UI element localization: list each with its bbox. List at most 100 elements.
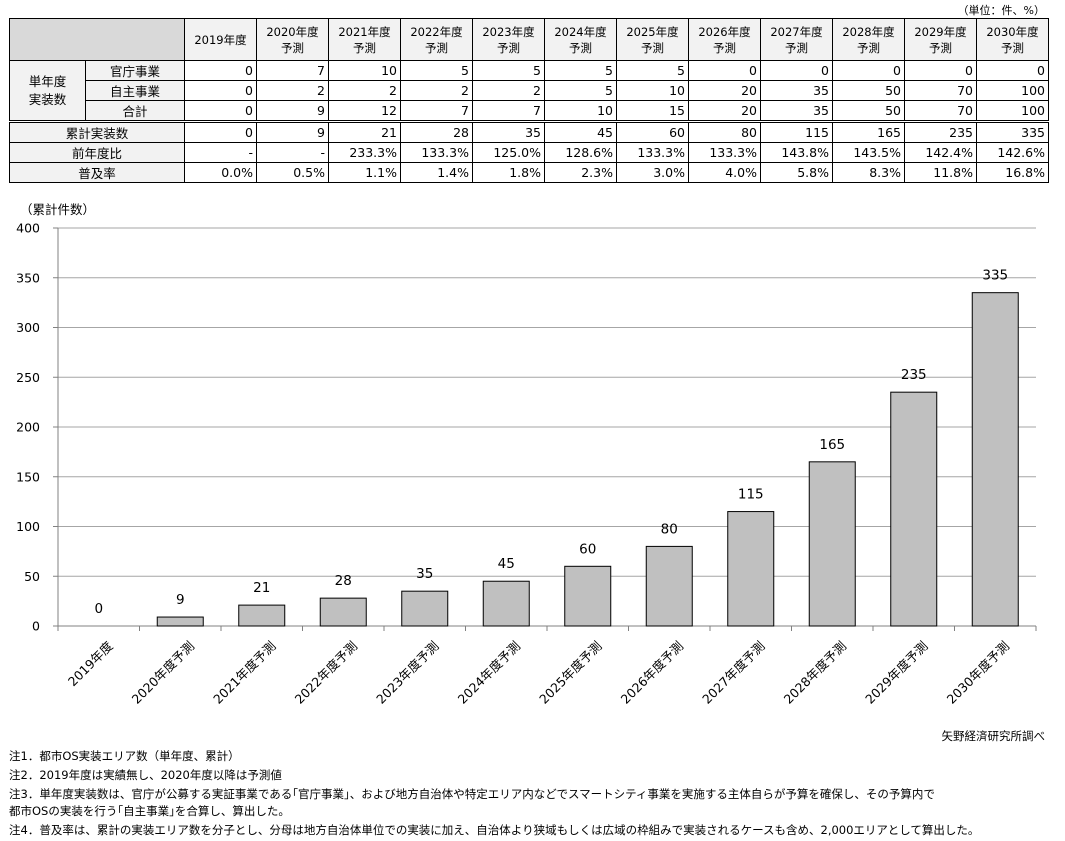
table-row: 累計実装数 0 9 21 28 35 45 60 80 115 165 235 335 xyxy=(9,120,1049,143)
table-cell: 0.5% xyxy=(256,162,329,183)
table-cell: 10 xyxy=(616,80,689,101)
year-header: 2028年度 予測 xyxy=(832,18,905,61)
bar xyxy=(564,565,612,627)
table-cell: 2 xyxy=(328,80,401,101)
table-cell: 4.0% xyxy=(688,162,761,183)
data-label: 0 xyxy=(94,601,103,617)
table-cell: 133.3% xyxy=(688,142,761,163)
y-tick-label: 50 xyxy=(24,569,40,584)
note-line: 注1．都市OS実装エリア数（単年度、累計） xyxy=(9,749,240,763)
year-header: 2022年度 予測 xyxy=(400,18,473,61)
table-cell: 7 xyxy=(256,60,329,81)
year-header: 2025年度 予測 xyxy=(616,18,689,61)
table-cell: 2.3% xyxy=(544,162,617,183)
table-cell: 1.8% xyxy=(472,162,545,183)
table-cell: 5 xyxy=(616,60,689,81)
x-tick-label: 2021年度予測 xyxy=(210,638,278,706)
table-cell: - xyxy=(184,142,257,163)
table-cell: 70 xyxy=(904,80,977,101)
table-cell: 143.5% xyxy=(832,142,905,163)
table-cell: 1.1% xyxy=(328,162,401,183)
table-cell: 5 xyxy=(472,60,545,81)
table-cell: 0 xyxy=(184,100,257,122)
table-cell: 11.8% xyxy=(904,162,977,183)
table-cell: 7 xyxy=(400,100,473,122)
year-header: 2023年度 予測 xyxy=(472,18,545,61)
y-tick-label: 350 xyxy=(16,270,40,285)
table-cell: 125.0% xyxy=(472,142,545,163)
table-cell: 60 xyxy=(616,120,689,143)
table-cell: 21 xyxy=(328,120,401,143)
x-tick-label: 2025年度予測 xyxy=(536,638,604,706)
table-cell: 10 xyxy=(328,60,401,81)
table-cell: 115 xyxy=(760,120,833,143)
x-tick-label: 2029年度予測 xyxy=(862,638,930,706)
table-cell: 16.8% xyxy=(976,162,1049,183)
bar xyxy=(401,590,449,627)
y-tick-label: 0 xyxy=(32,619,40,634)
row-label: 官庁事業 xyxy=(85,60,185,81)
x-tick-label: 2026年度予測 xyxy=(618,638,686,706)
x-tick-label: 2022年度予測 xyxy=(292,638,360,706)
source-credit: 矢野経済研究所調べ xyxy=(941,729,1046,743)
table-cell: 0 xyxy=(184,80,257,101)
table-cell: 0 xyxy=(904,60,977,81)
table-cell: 2 xyxy=(472,80,545,101)
table-cell: 15 xyxy=(616,100,689,122)
y-tick-label: 100 xyxy=(16,519,40,534)
table-cell: 100 xyxy=(976,80,1049,101)
table-cell: 0.0% xyxy=(184,162,257,183)
bar xyxy=(971,292,1019,627)
row-label: 前年度比 xyxy=(9,142,185,163)
table-cell: 142.6% xyxy=(976,142,1049,163)
table-cell: 28 xyxy=(400,120,473,143)
y-tick-label: 200 xyxy=(16,420,40,435)
data-label: 9 xyxy=(176,592,185,608)
row-label: 自主事業 xyxy=(85,80,185,101)
bar xyxy=(156,616,204,627)
table-cell: 233.3% xyxy=(328,142,401,163)
table-cell: 142.4% xyxy=(904,142,977,163)
bar xyxy=(319,597,367,627)
table-cell: 165 xyxy=(832,120,905,143)
table-corner xyxy=(9,18,185,61)
table-cell: 0 xyxy=(760,60,833,81)
table-cell: 35 xyxy=(760,80,833,101)
table-cell: 35 xyxy=(472,120,545,143)
year-header: 2021年度 予測 xyxy=(328,18,401,61)
row-group-label: 単年度 実装数 xyxy=(9,60,86,122)
table-cell: 2 xyxy=(256,80,329,101)
y-tick-label: 400 xyxy=(16,221,40,236)
x-tick-label: 2027年度予測 xyxy=(699,638,767,706)
table-cell: 5 xyxy=(544,80,617,101)
data-label: 115 xyxy=(738,487,764,503)
table-cell: 128.6% xyxy=(544,142,617,163)
data-label: 235 xyxy=(901,367,927,383)
bar xyxy=(890,391,938,627)
data-label: 60 xyxy=(579,541,596,557)
table-cell: 7 xyxy=(472,100,545,122)
table-cell: 143.8% xyxy=(760,142,833,163)
table-row: 自主事業 0 2 2 2 2 5 10 20 35 50 70 100 xyxy=(10,80,1049,101)
data-label: 21 xyxy=(253,580,270,596)
y-tick-label: 250 xyxy=(16,370,40,385)
table-cell: 133.3% xyxy=(400,142,473,163)
bar xyxy=(482,580,530,627)
year-header: 2019年度 xyxy=(184,18,257,61)
table-cell: 1.4% xyxy=(400,162,473,183)
table-cell: 20 xyxy=(688,80,761,101)
data-label: 335 xyxy=(982,268,1008,284)
x-tick-label: 2024年度予測 xyxy=(455,638,523,706)
data-label: 45 xyxy=(498,556,515,572)
x-tick-label: 2028年度予測 xyxy=(781,638,849,706)
table-cell: 12 xyxy=(328,100,401,122)
year-header: 2029年度 予測 xyxy=(904,18,977,61)
table-cell: 50 xyxy=(832,80,905,101)
x-tick-label: 2019年度 xyxy=(65,638,116,689)
y-axis-label: （累計件数） xyxy=(20,202,95,217)
table-cell: 20 xyxy=(688,100,761,122)
data-label: 165 xyxy=(819,437,845,453)
table-cell: 2 xyxy=(400,80,473,101)
note-line: 注4．普及率は、累計の実装エリア数を分子とし、分母は地方自治体単位での実装に加え… xyxy=(9,823,980,837)
table-cell: 9 xyxy=(256,120,329,143)
